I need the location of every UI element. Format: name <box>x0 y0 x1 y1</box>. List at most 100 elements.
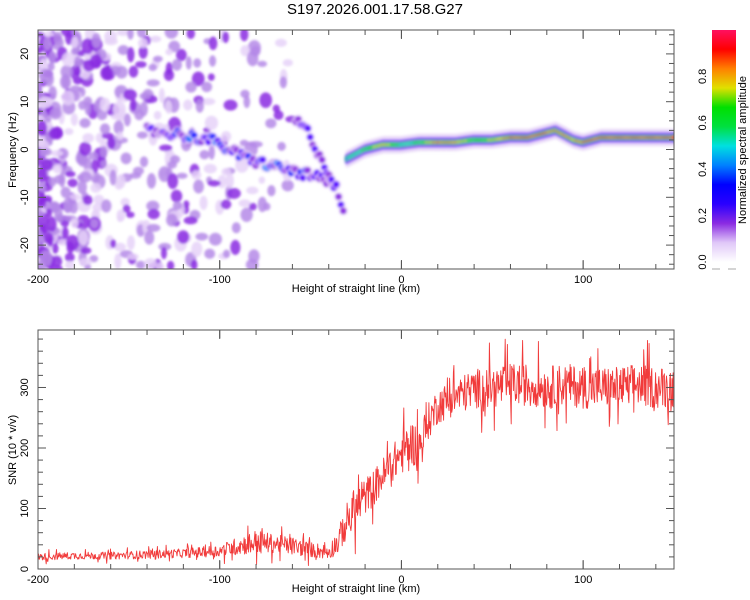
colorbar-tick-label: 0.6 <box>697 115 709 130</box>
spectrogram-noise-blob <box>147 208 160 220</box>
spectrogram-noise-blob <box>204 248 216 259</box>
spectrogram-noise-blob <box>222 249 231 258</box>
y-tick-label: 100 <box>19 499 31 517</box>
spectrogram-noise-blob <box>38 120 48 136</box>
spectrogram-blob-layer <box>38 30 674 269</box>
spectrogram-noise-blob <box>185 81 197 93</box>
spectrogram-noise-blob <box>65 170 76 178</box>
spectrogram-noise-blob <box>165 100 173 114</box>
spectrogram-noise-blob <box>171 58 183 71</box>
spectrogram-noise-blob <box>84 101 91 116</box>
spectrogram-noise-blob <box>193 58 202 68</box>
spectrogram-noise-blob <box>169 155 181 164</box>
spectrogram-noise-blob <box>70 217 79 229</box>
spectrogram-noise-blob <box>220 199 232 210</box>
spectrogram-noise-blob <box>38 210 45 217</box>
spectrogram-noise-blob <box>48 176 57 187</box>
spectrogram-noise-blob <box>191 170 202 180</box>
spectrogram-noise-blob <box>201 81 213 93</box>
spectrogram-noise-blob <box>48 264 63 269</box>
spectrogram-noise-blob <box>116 131 124 141</box>
spectrogram-noise-blob <box>240 207 253 222</box>
chart-title: S197.2026.001.17.58.G27 <box>287 1 463 18</box>
spectrogram-noise-blob <box>127 253 139 260</box>
x-tick-label: -100 <box>209 574 231 586</box>
spectrogram-y-axis-label: Frequency (Hz) <box>7 112 19 188</box>
y-tick-label: 20 <box>19 48 31 60</box>
spectrogram-noise-blob <box>90 182 102 193</box>
spectrogram-noise-blob <box>139 156 149 168</box>
spectrogram-noise-blob <box>135 260 146 269</box>
spectrogram-noise-blob <box>90 218 99 229</box>
spectrogram-noise-blob <box>136 30 147 38</box>
spectrogram-noise-blob <box>208 144 215 160</box>
spectrogram-noise-blob <box>48 127 61 140</box>
spectrogram-noise-blob <box>112 101 126 117</box>
spectrogram-band-blob <box>259 156 266 163</box>
spectrogram-noise-blob <box>117 44 130 56</box>
spectrogram-noise-blob <box>166 213 178 227</box>
spectrogram-noise-blob <box>167 173 179 190</box>
spectrogram-noise-blob <box>207 73 215 81</box>
spectrogram-noise-blob <box>258 176 266 184</box>
spectrogram-noise-blob <box>93 194 105 205</box>
spectrogram-noise-blob <box>65 234 80 251</box>
x-tick-label: 0 <box>398 574 404 586</box>
spectrogram-noise-blob <box>128 65 139 78</box>
spectrogram-noise-blob <box>148 63 157 72</box>
spectrogram-noise-blob <box>248 202 257 211</box>
colorbar-tick-label: 0.2 <box>697 208 709 223</box>
spectrogram-noise-blob <box>144 230 155 245</box>
spectrogram-noise-blob <box>41 225 49 234</box>
spectrogram-noise-blob <box>120 152 132 165</box>
snr-x-ticks: -200 -100 0 100 <box>27 330 657 586</box>
spectrogram-noise-blob <box>109 169 117 186</box>
spectrogram-noise-blob <box>64 252 75 262</box>
spectrogram-noise-blob <box>50 150 64 157</box>
spectrogram-noise-blob <box>99 123 111 135</box>
spectrogram-noise-blob <box>259 92 273 108</box>
spectrogram-noise-blob <box>138 45 148 59</box>
spectrogram-noise-blob <box>226 187 241 199</box>
spectrogram-noise-blob <box>139 92 152 100</box>
spectrogram-noise-blob <box>60 186 71 198</box>
spectrogram-noise-blob <box>222 31 230 44</box>
spectrogram-noise-blob <box>199 195 208 210</box>
spectrogram-band-blob <box>304 125 312 132</box>
spectrogram-noise-blob <box>267 185 276 197</box>
spectrogram-noise-blob <box>39 250 53 267</box>
spectrogram-noise-blob <box>54 206 63 222</box>
spectrogram-band-blob <box>318 156 326 164</box>
spectrogram-noise-blob <box>165 48 173 56</box>
spectrogram-noise-blob <box>158 87 165 104</box>
spectrogram-noise-blob <box>81 38 94 55</box>
spectrogram-noise-blob <box>114 253 122 269</box>
spectrogram-noise-blob <box>77 179 87 195</box>
snr-series-line <box>38 338 674 566</box>
spectrogram-noise-blob <box>263 202 271 211</box>
spectrogram-noise-blob <box>240 45 251 57</box>
spectrogram-noise-blob <box>115 65 128 79</box>
spectrogram-noise-blob <box>183 216 198 225</box>
spectrogram-noise-blob <box>45 208 53 218</box>
spectrogram-noise-blob <box>99 97 111 112</box>
spectrogram-noise-blob <box>126 235 135 251</box>
spectrogram-noise-blob <box>100 66 114 81</box>
spectrogram-noise-blob <box>62 73 70 90</box>
spectrogram-noise-blob <box>91 159 99 174</box>
spectrogram-noise-blob <box>120 197 130 207</box>
colorbar-gradient <box>712 30 736 262</box>
spectrogram-noise-blob <box>125 211 135 218</box>
spectrogram-noise-blob <box>153 55 163 63</box>
spectrogram-noise-blob <box>186 30 196 40</box>
spectrogram-noise-blob <box>175 48 187 62</box>
snr-frame <box>37 329 675 570</box>
spectrogram-noise-blob <box>38 198 44 208</box>
snr-marks <box>38 338 674 566</box>
spectrogram-noise-blob <box>78 258 93 266</box>
spectrogram-band-blob <box>340 207 347 215</box>
spectrogram-noise-blob <box>225 172 235 189</box>
spectrogram-noise-blob <box>88 152 99 160</box>
spectrogram-noise-blob <box>146 200 160 212</box>
spectrogram-noise-blob <box>246 186 259 195</box>
